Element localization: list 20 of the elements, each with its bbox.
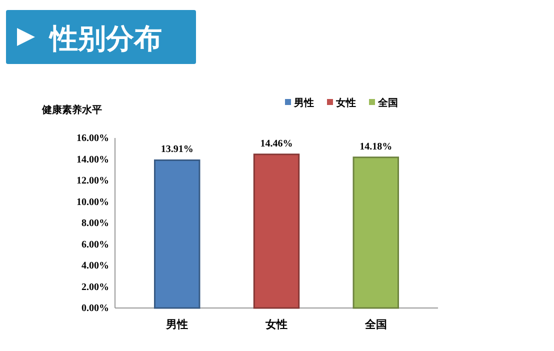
y-tick-label: 8.00%: [82, 218, 109, 230]
y-tick-label: 2.00%: [82, 282, 109, 293]
data-label: 13.91%: [160, 144, 194, 156]
legend-label: 女性: [335, 97, 356, 109]
y-tick-label: 16.00%: [76, 133, 109, 144]
data-label: 14.46%: [260, 138, 293, 150]
y-axis-title: 健康素养水平: [41, 104, 102, 116]
y-tick-label: 4.00%: [82, 260, 109, 272]
chart-title: 性别分布: [48, 22, 162, 55]
y-tick-label: 0.00%: [82, 303, 109, 314]
data-label: 14.18%: [360, 141, 392, 152]
x-tick-label: 女性: [264, 318, 288, 331]
legend-label: 全国: [377, 97, 398, 109]
legend-label: 男性: [293, 97, 314, 109]
y-tick-label: 14.00%: [76, 154, 109, 166]
x-tick-label: 全国: [364, 318, 387, 331]
y-tick-label: 6.00%: [82, 239, 109, 250]
y-tick-label: 12.00%: [76, 176, 109, 187]
y-tick-label: 10.00%: [76, 196, 109, 208]
x-tick-label: 男性: [165, 318, 188, 331]
